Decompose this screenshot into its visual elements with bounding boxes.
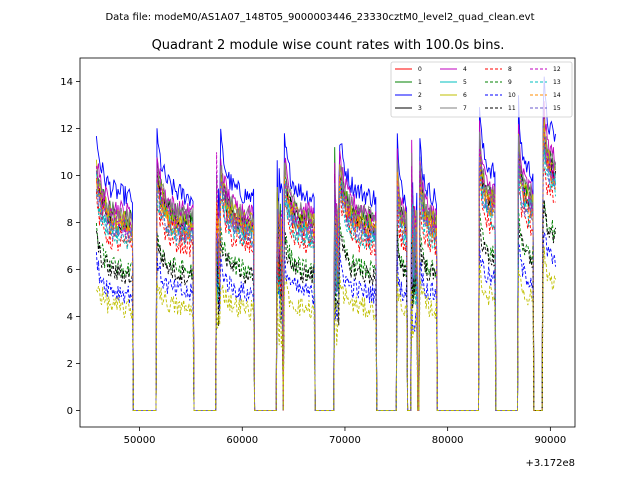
legend-label-5: 5 <box>463 79 467 86</box>
x-tick-label: 70000 <box>329 435 361 446</box>
x-tick-label: 90000 <box>534 435 566 446</box>
legend-label-7: 7 <box>463 105 467 112</box>
chart-title: Quadrant 2 module wise count rates with … <box>152 38 505 53</box>
y-tick-label: 10 <box>60 171 73 182</box>
series-line-15 <box>95 145 556 411</box>
legend-label-12: 12 <box>553 66 561 73</box>
legend-label-15: 15 <box>553 105 561 112</box>
x-tick-label: 50000 <box>124 435 156 446</box>
plot-frame <box>79 57 576 428</box>
y-tick-label: 14 <box>60 77 73 88</box>
series-line-10 <box>95 232 556 411</box>
y-tick-label: 4 <box>67 312 73 323</box>
legend-label-8: 8 <box>508 66 512 73</box>
legend-label-2: 2 <box>418 92 422 99</box>
legend-label-9: 9 <box>508 79 512 86</box>
legend-label-0: 0 <box>418 66 422 73</box>
legend-label-3: 3 <box>418 105 422 112</box>
series-line-6-low <box>96 246 556 411</box>
legend-label-11: 11 <box>508 105 516 112</box>
legend-label-1: 1 <box>418 79 422 86</box>
legend-label-13: 13 <box>553 79 561 86</box>
y-tick-label: 8 <box>67 218 73 229</box>
y-tick-label: 0 <box>67 406 73 417</box>
x-tick-label: 60000 <box>226 435 258 446</box>
y-tick-label: 2 <box>67 359 73 370</box>
legend-label-4: 4 <box>463 66 467 73</box>
y-tick-label: 6 <box>67 265 73 276</box>
legend-frame <box>390 61 573 118</box>
legend-label-14: 14 <box>553 92 561 99</box>
legend-label-10: 10 <box>508 92 516 99</box>
series-layer <box>95 76 556 411</box>
legend-label-6: 6 <box>463 92 467 99</box>
suptitle: Data file: modeM0/AS1A07_148T05_90000034… <box>105 12 534 23</box>
y-tick-label: 12 <box>60 124 73 135</box>
x-offset-label: +3.172e8 <box>525 458 575 469</box>
x-tick-label: 80000 <box>432 435 464 446</box>
